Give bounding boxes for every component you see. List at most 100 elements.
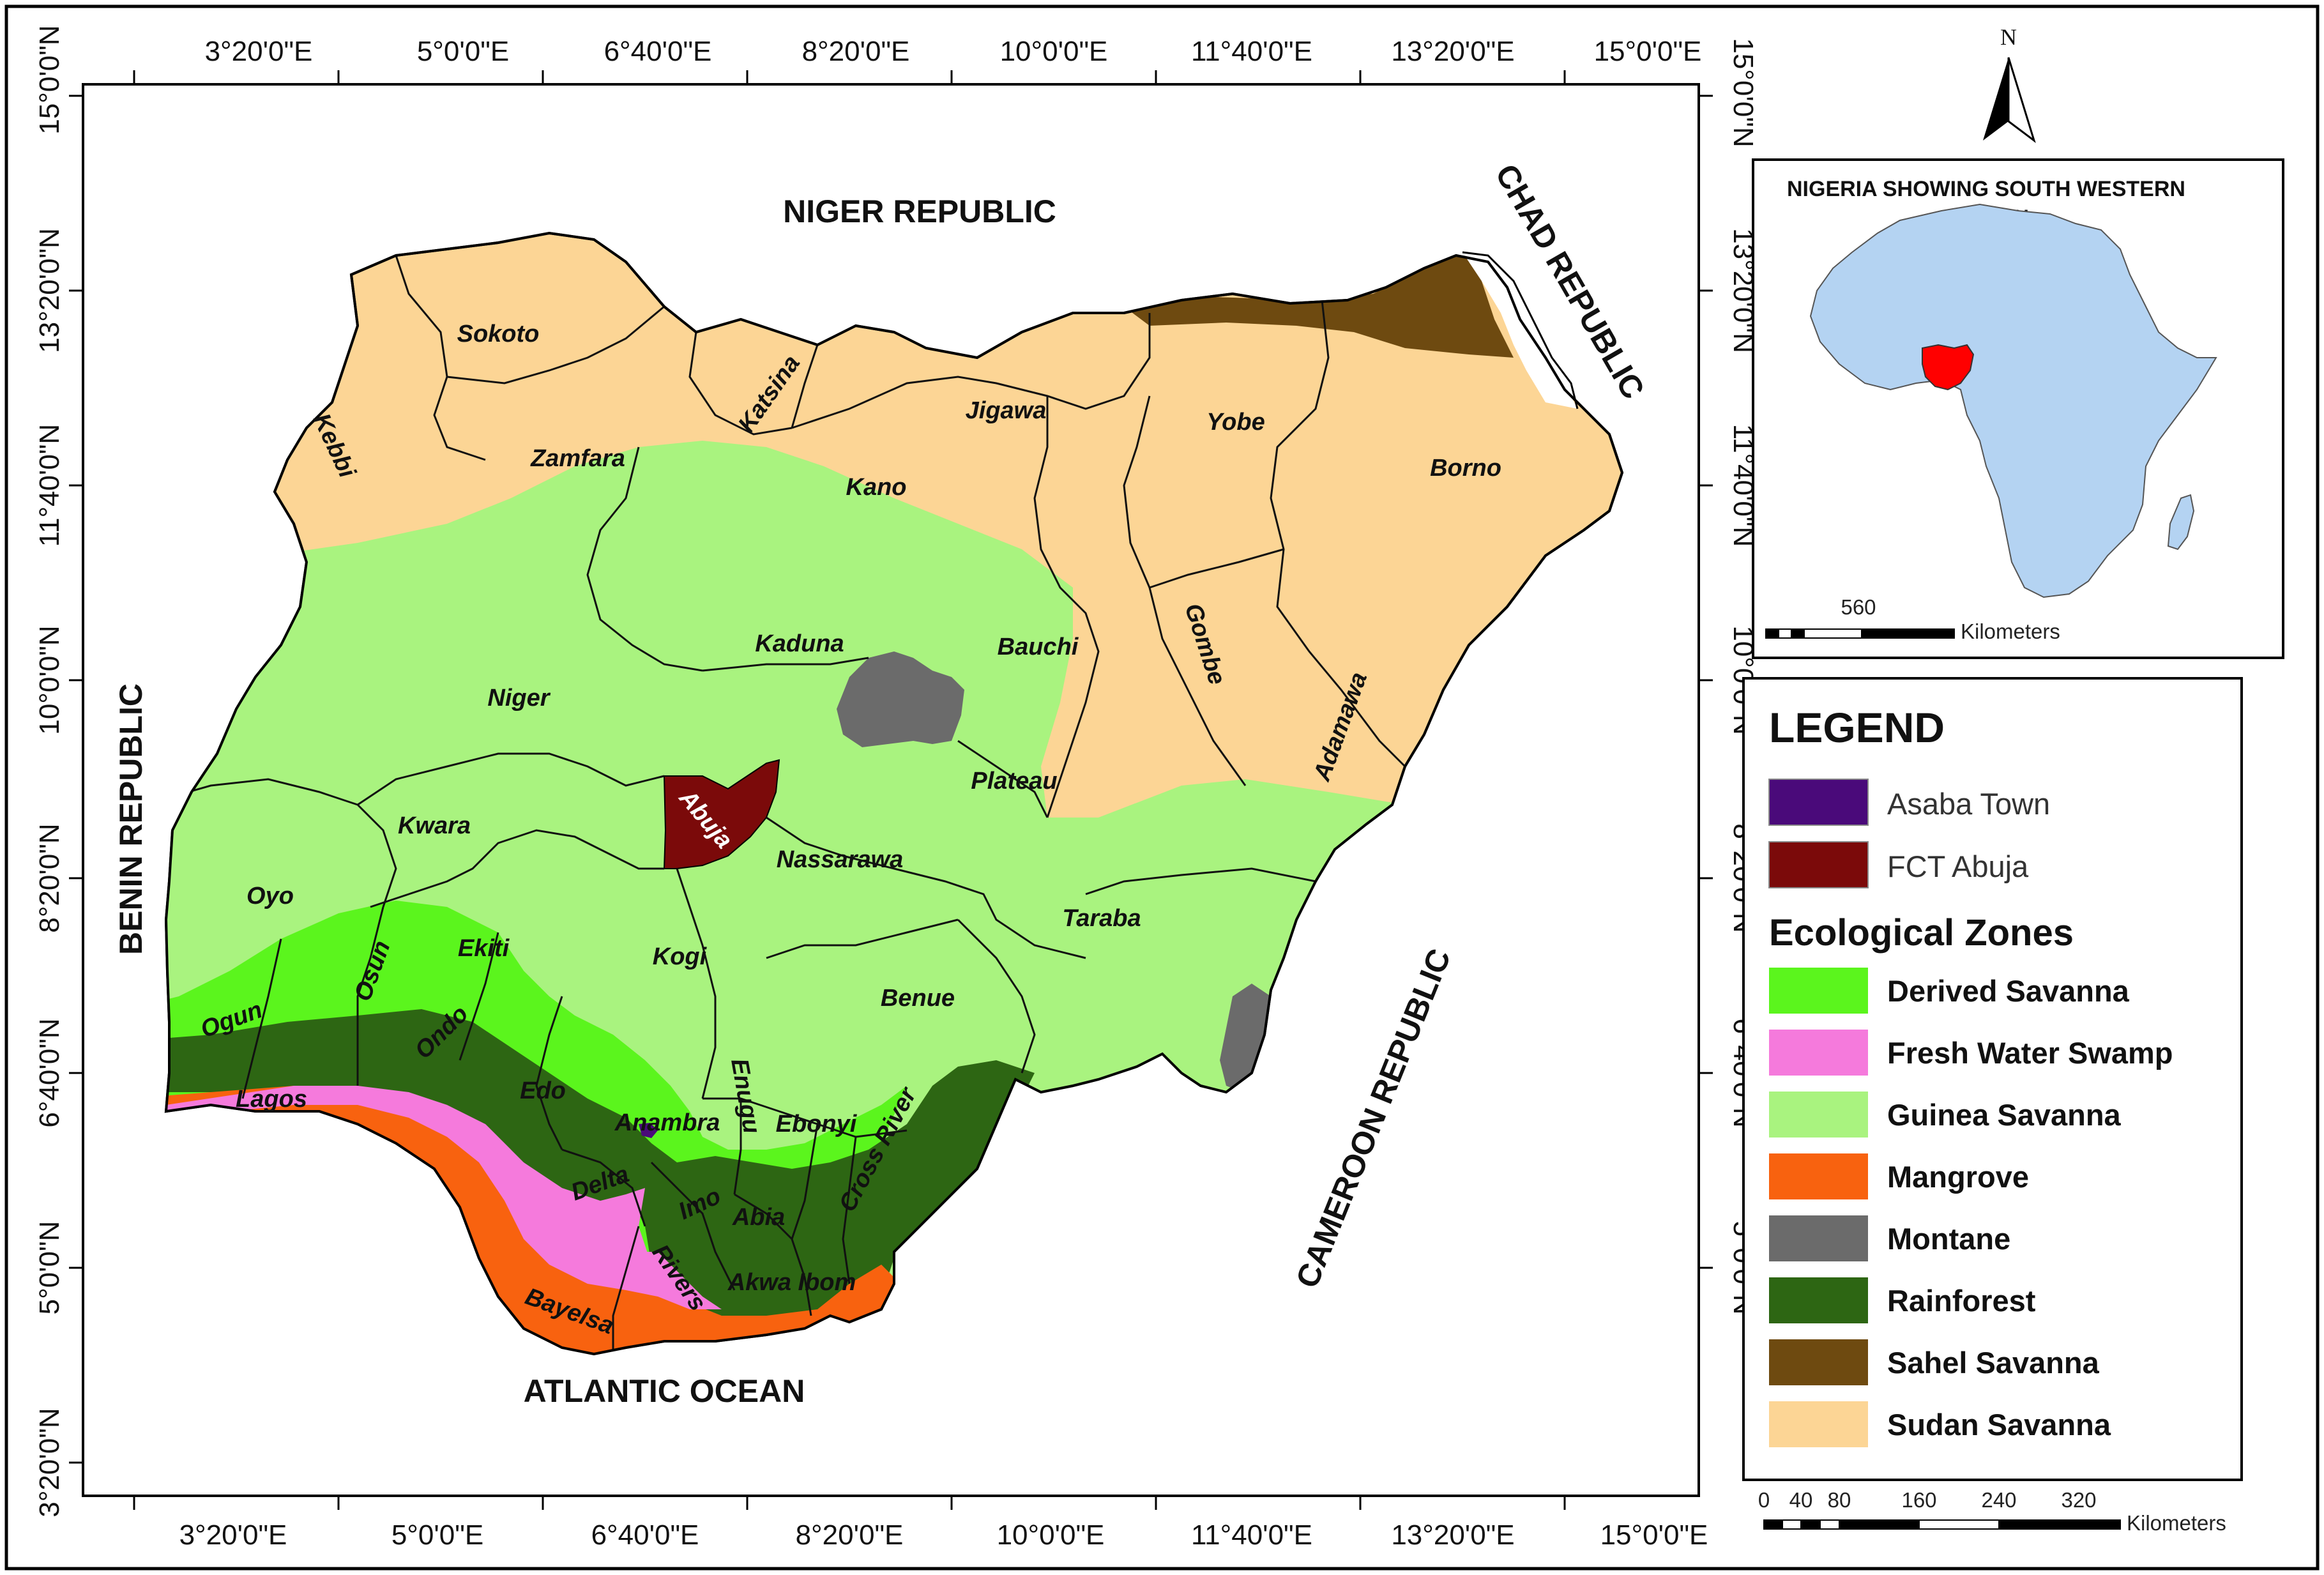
lon-label-top: 13°20'0"E (1391, 36, 1514, 67)
legend-label-rainforest: Rainforest (1887, 1284, 2036, 1318)
legend-swatch-montane (1769, 1215, 1868, 1261)
state-label: Anambra (614, 1109, 720, 1136)
legend-swatch-fresh-water-swamp (1769, 1030, 1868, 1076)
lon-label-top: 15°0'0"E (1594, 36, 1702, 67)
zone-sahel-savanna (1124, 252, 1514, 358)
lake-chad-outline (1462, 251, 1579, 409)
lon-label-top: 6°40'0"E (604, 36, 712, 67)
legend-title: LEGEND (1769, 704, 1945, 751)
scale-unit: Kilometers (2127, 1511, 2226, 1535)
zone-fresh-water-swamp-delta (485, 1124, 703, 1309)
state-label: Kwara (398, 812, 471, 839)
legend: LEGEND Asaba Town FCT Abuja Ecological Z… (1742, 677, 2243, 1481)
scale-tick-label: 320 (2061, 1488, 2096, 1512)
state-label: Borno (1430, 455, 1501, 482)
lon-label-top: 3°20'0"E (205, 36, 313, 67)
inset-title-line1: NIGERIA SHOWING SOUTH WESTERN (1787, 177, 2185, 201)
scale-tick-label: 0 (1758, 1488, 1770, 1512)
state-label: Plateau (971, 768, 1057, 795)
north-arrow-right-icon (2007, 57, 2036, 143)
scale-tick-label: 240 (1981, 1488, 2016, 1512)
state-label: Taraba (1062, 905, 1141, 932)
lon-label-bottom: 8°20'0"E (796, 1519, 904, 1551)
state-label: Ebonyi (776, 1111, 858, 1138)
asaba-town (639, 1123, 658, 1138)
lat-label-right: 15°0'0"N (1728, 38, 1759, 147)
legend-label-derived-savanna: Derived Savanna (1887, 974, 2130, 1008)
legend-swatch-sudan-savanna (1769, 1401, 1868, 1447)
lat-label-left: 5°0'0"N (34, 1221, 65, 1315)
lat-label-left: 8°20'0"N (34, 823, 65, 932)
lat-label-left: 11°40'0"N (34, 424, 65, 547)
legend-label-mangrove: Mangrove (1887, 1160, 2029, 1194)
legend-swatch-fct (1768, 841, 1869, 888)
lon-label-top: 11°40'0"E (1191, 36, 1312, 67)
legend-label-asaba: Asaba Town (1887, 787, 2050, 821)
legend-label-sudan-savanna: Sudan Savanna (1887, 1408, 2111, 1442)
legend-swatch-rainforest (1769, 1277, 1868, 1323)
inset-scale-value: 560 (1841, 595, 1876, 619)
lon-label-top: 8°20'0"E (802, 36, 910, 67)
label-benin-republic: BENIN REPUBLIC (113, 683, 149, 955)
africa-continent (1809, 203, 2217, 598)
state-label: Akwa Ibom (727, 1269, 856, 1296)
inset-scale-unit: Kilometers (1961, 620, 2060, 643)
state-label: Zamfara (530, 445, 625, 472)
state-label: Edo (520, 1077, 566, 1104)
lat-label-left: 15°0'0"N (34, 25, 65, 134)
legend-swatch-asaba (1768, 779, 1869, 826)
legend-swatch-derived-savanna (1769, 968, 1868, 1014)
state-label: Niger (487, 685, 551, 711)
north-arrow: N (1983, 24, 2036, 143)
scale-tick-label: 160 (1901, 1488, 1936, 1512)
lon-label-top: 10°0'0"E (1000, 36, 1108, 67)
label-atlantic-ocean: ATLANTIC OCEAN (524, 1373, 805, 1409)
lon-label-bottom: 6°40'0"E (591, 1519, 699, 1551)
madagascar (2167, 494, 2195, 551)
lon-label-bottom: 10°0'0"E (997, 1519, 1105, 1551)
lon-label-top: 5°0'0"E (417, 36, 509, 67)
state-label: Benue (881, 985, 955, 1012)
lon-label-bottom: 5°0'0"E (391, 1519, 483, 1551)
legend-swatch-mangrove (1769, 1153, 1868, 1199)
label-niger-republic: NIGER REPUBLIC (783, 194, 1056, 229)
lat-label-left: 3°20'0"N (34, 1408, 65, 1517)
state-label: Kaduna (755, 630, 844, 657)
state-label: Kogi (653, 943, 708, 970)
state-label: Bauchi (998, 634, 1079, 660)
state-label: Sokoto (457, 321, 540, 347)
legend-swatch-guinea-savanna (1769, 1092, 1868, 1138)
lon-label-bottom: 3°20'0"E (179, 1519, 287, 1551)
legend-label-guinea-savanna: Guinea Savanna (1887, 1098, 2122, 1132)
state-label: Yobe (1206, 409, 1265, 436)
zone-mangrove (166, 1086, 900, 1354)
grid-ticks (69, 70, 1713, 1510)
lon-label-bottom: 15°0'0"E (1600, 1519, 1708, 1551)
inset-nigeria (1922, 344, 1975, 391)
bottom-longitude-labels: 3°20'0"E 5°0'0"E 6°40'0"E 8°20'0"E 10°0'… (179, 1519, 1708, 1551)
state-label: Nassarawa (777, 846, 904, 873)
zone-montane-jos (837, 651, 964, 747)
lat-label-left: 13°20'0"N (34, 228, 65, 353)
state-label: Oyo (247, 883, 294, 909)
nigeria-outline (164, 231, 1624, 1356)
left-latitude-labels: 15°0'0"N 13°20'0"N 11°40'0"N 10°0'0"N 8°… (34, 25, 65, 1517)
legend-label-montane: Montane (1887, 1222, 2010, 1256)
zone-montane-mambilla (1220, 984, 1280, 1092)
lon-label-bottom: 11°40'0"E (1191, 1519, 1312, 1551)
legend-label-sahel-savanna: Sahel Savanna (1887, 1346, 2100, 1380)
state-label: Abia (732, 1204, 785, 1231)
inset-scalebar (1765, 628, 1955, 639)
legend-swatch-sahel-savanna (1769, 1339, 1868, 1385)
legend-label-fresh-water-swamp: Fresh Water Swamp (1887, 1036, 2173, 1070)
top-longitude-labels: 3°20'0"E 5°0'0"E 6°40'0"E 8°20'0"E 10°0'… (205, 36, 1702, 67)
inset-map: NIGERIA SHOWING SOUTH WESTERN REGION 560… (1752, 158, 2284, 659)
scale-tick-label: 80 (1828, 1488, 1851, 1512)
north-arrow-label: N (2000, 24, 2017, 50)
state-boundaries (166, 255, 1406, 1354)
state-label: Jigawa (966, 397, 1047, 424)
legend-label-fct: FCT Abuja (1887, 849, 2029, 883)
lat-label-left: 6°40'0"N (34, 1018, 65, 1127)
lon-label-bottom: 13°20'0"E (1391, 1519, 1514, 1551)
